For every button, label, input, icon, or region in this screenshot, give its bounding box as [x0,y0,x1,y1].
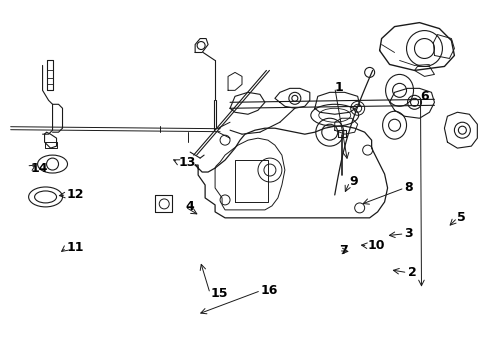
Text: 5: 5 [456,211,465,224]
Text: 15: 15 [210,287,227,300]
Text: 6: 6 [420,90,428,103]
Text: 3: 3 [404,227,412,240]
Text: 16: 16 [261,284,278,297]
Text: 1: 1 [334,81,343,94]
Text: 13: 13 [178,156,195,168]
Text: 12: 12 [66,188,84,202]
Text: 14: 14 [31,162,48,175]
Text: 4: 4 [185,201,194,213]
Text: 2: 2 [407,266,415,279]
Text: 9: 9 [349,175,358,189]
Text: 11: 11 [66,241,84,254]
Text: 10: 10 [367,239,385,252]
Text: 8: 8 [404,181,412,194]
Text: 7: 7 [338,244,347,257]
